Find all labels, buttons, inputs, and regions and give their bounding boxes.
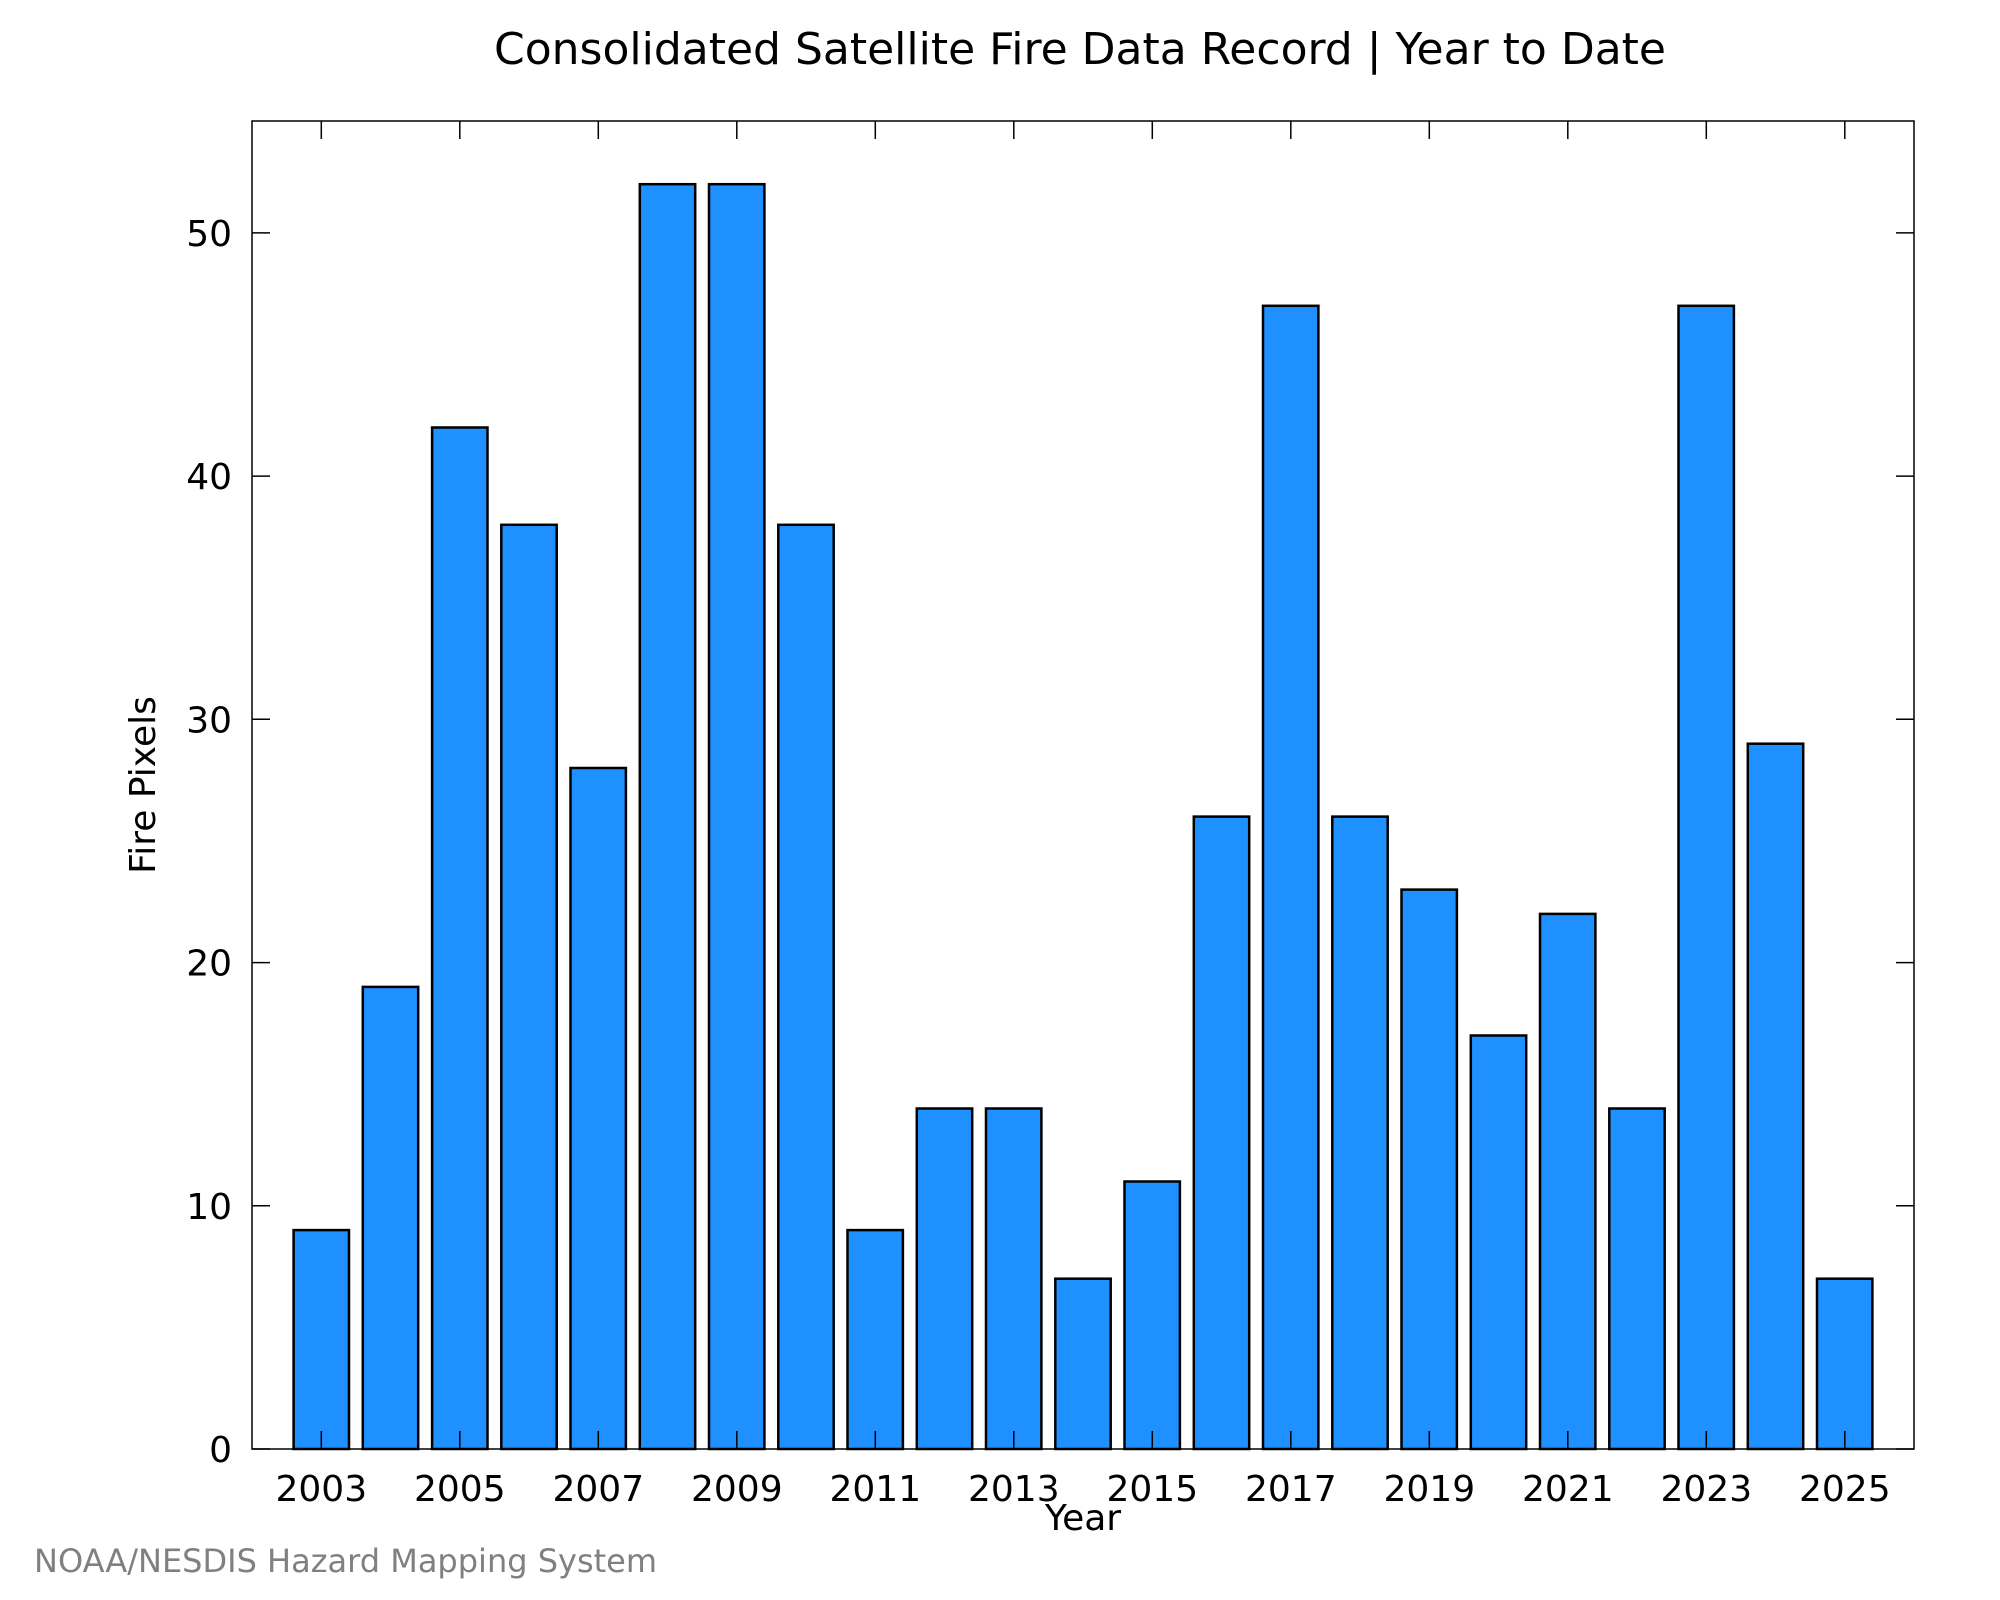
y-tick-label-10: 10	[186, 1187, 232, 1228]
y-tick-label-20: 20	[186, 944, 232, 985]
bar-2021	[1538, 912, 1597, 1451]
x-tick-label-2017: 2017	[1245, 1469, 1337, 1510]
bar-2025	[1815, 1277, 1874, 1451]
y-tick-label-0: 0	[209, 1430, 232, 1471]
x-tick-label-2005: 2005	[414, 1469, 506, 1510]
x-axis-ticks: 2003 2005 2007 2009 2011 2013 2015 2017 2019 2021…	[275, 121, 1891, 1510]
bar-2012	[915, 1107, 974, 1451]
bar-2020	[1469, 1034, 1528, 1451]
chart-title: Consolidated Satellite Fire Data Record …	[494, 24, 1666, 75]
bar-2019	[1400, 888, 1459, 1451]
y-tick-label-40: 40	[186, 457, 232, 498]
bar-2008	[638, 182, 697, 1451]
bar-2014	[1054, 1277, 1112, 1451]
bar-2004	[361, 985, 420, 1451]
bar-2013	[984, 1107, 1043, 1451]
x-tick-label-2007: 2007	[552, 1469, 644, 1510]
bar-2010	[777, 523, 835, 1451]
x-tick-label-2003: 2003	[275, 1469, 367, 1510]
bar-2005	[430, 426, 489, 1451]
bar-2009	[707, 182, 766, 1451]
bar-2018	[1331, 815, 1389, 1451]
x-tick-label-2025: 2025	[1799, 1469, 1891, 1510]
x-tick-label-2011: 2011	[829, 1469, 921, 1510]
bar-2023	[1677, 304, 1736, 1451]
credit-text: NOAA/NESDIS Hazard Mapping System	[34, 1542, 657, 1580]
bar-2011	[846, 1228, 905, 1451]
y-axis-ticks: 0 10 20 30 40 50	[186, 214, 1914, 1471]
y-tick-label-30: 30	[186, 700, 232, 741]
bars-group	[292, 182, 1874, 1451]
bar-2015	[1123, 1180, 1182, 1451]
x-tick-label-2023: 2023	[1660, 1469, 1752, 1510]
bar-2024	[1746, 742, 1805, 1451]
bar-2006	[500, 523, 558, 1451]
x-tick-label-2019: 2019	[1383, 1469, 1475, 1510]
bar-2016	[1192, 815, 1251, 1451]
y-axis-label: Fire Pixels	[123, 696, 164, 874]
bar-2007	[569, 766, 628, 1451]
bar-2017	[1261, 304, 1320, 1451]
bar-2022	[1608, 1107, 1666, 1451]
y-tick-label-50: 50	[186, 214, 232, 255]
x-tick-label-2009: 2009	[691, 1469, 783, 1510]
x-tick-label-2013: 2013	[968, 1469, 1060, 1510]
bar-2003	[292, 1228, 351, 1451]
x-axis-label: Year	[1044, 1498, 1121, 1539]
x-tick-label-2021: 2021	[1522, 1469, 1614, 1510]
x-tick-label-2015: 2015	[1106, 1469, 1198, 1510]
plot-frame	[251, 120, 1915, 1450]
